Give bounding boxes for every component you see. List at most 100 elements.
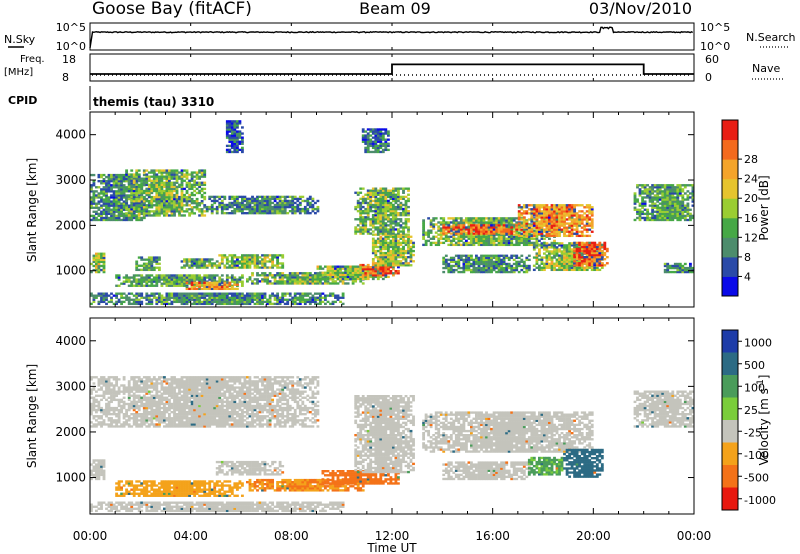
power-cell: [178, 274, 181, 277]
power-cell: [178, 212, 181, 215]
power-cell: [356, 224, 360, 227]
power-cell: [195, 191, 199, 195]
power-cell: [381, 195, 385, 199]
power-cell: [379, 237, 383, 240]
power-cell: [341, 296, 345, 299]
power-cell: [180, 292, 184, 295]
power-cell: [530, 237, 534, 240]
power-cell: [117, 276, 121, 279]
power-cell: [152, 195, 156, 199]
power-cell: [495, 225, 499, 228]
power-cell: [107, 200, 111, 203]
power-cell: [271, 302, 275, 306]
power-cell: [543, 206, 546, 209]
power-cell: [389, 224, 393, 227]
power-cell: [462, 264, 466, 268]
power-cell: [145, 302, 149, 306]
power-cell: [125, 202, 129, 205]
power-cell: [238, 278, 242, 281]
power-cell: [147, 260, 151, 263]
power-cell: [195, 177, 199, 180]
power-cell: [454, 219, 458, 222]
power-cell: [283, 294, 287, 297]
power-cell: [120, 300, 124, 304]
power-cell: [359, 218, 363, 221]
power-cell: [359, 197, 363, 201]
power-cell: [142, 202, 146, 205]
power-cell: [178, 200, 181, 203]
power-cell: [482, 235, 486, 238]
power-cell: [573, 206, 577, 209]
power-cell: [540, 258, 544, 261]
power-cell: [90, 196, 93, 199]
power-cell: [183, 260, 186, 263]
power-cell: [459, 217, 463, 220]
power-cell: [150, 294, 154, 297]
power-cell: [276, 294, 280, 297]
power-cell: [117, 214, 121, 218]
power-cell: [198, 266, 202, 269]
power-cell: [553, 244, 556, 247]
power-cell: [354, 277, 358, 281]
power-cell: [480, 262, 483, 266]
power-cell: [540, 266, 544, 269]
power-cell: [218, 254, 222, 257]
power-cell: [208, 294, 212, 297]
power-cell: [263, 254, 267, 257]
power-cell: [165, 282, 169, 285]
power-cell: [376, 140, 380, 143]
power-cell: [502, 266, 506, 270]
power-cell: [545, 218, 549, 221]
power-cell: [276, 300, 280, 304]
power-cell: [248, 199, 252, 203]
power-cell: [399, 197, 403, 201]
power-cell: [261, 266, 264, 269]
power-cell: [230, 254, 234, 257]
power-cell: [140, 276, 144, 279]
power-cell: [230, 278, 234, 281]
power-cell: [95, 206, 98, 209]
power-cell: [147, 276, 151, 279]
power-cell: [185, 202, 189, 205]
power-cell: [384, 262, 388, 265]
power-cell: [170, 294, 174, 297]
power-cell: [168, 179, 171, 182]
power-cell: [228, 300, 232, 304]
power-cell: [283, 210, 287, 213]
power-cell: [465, 228, 468, 231]
power-cell: [115, 206, 119, 209]
power-cell: [142, 268, 146, 272]
power-cell: [90, 200, 93, 203]
power-cell: [394, 218, 398, 221]
power-cell: [303, 302, 307, 306]
power-cell: [183, 200, 186, 203]
power-cell: [568, 226, 572, 229]
power-cell: [364, 212, 368, 215]
power-cell: [379, 199, 383, 203]
power-cell: [286, 292, 290, 295]
power-cell: [454, 243, 458, 247]
power-cell: [480, 217, 483, 220]
power-cell: [195, 287, 199, 291]
power-cell: [482, 258, 486, 262]
power-cell: [175, 197, 179, 201]
power-cell: [563, 226, 566, 229]
power-cell: [457, 262, 461, 266]
power-cell: [218, 197, 222, 201]
power-cell: [379, 241, 383, 245]
power-cell: [258, 203, 262, 207]
power-cell: [565, 208, 569, 211]
power-cell: [140, 210, 144, 213]
power-cell: [142, 189, 146, 193]
power-cell: [236, 300, 239, 304]
power-cell: [213, 298, 217, 301]
power-cell: [200, 175, 204, 178]
power-cell: [407, 214, 410, 217]
power-cell: [140, 206, 144, 209]
power-cell: [439, 227, 443, 230]
power-cell: [437, 239, 441, 243]
power-cell: [203, 187, 207, 191]
power-cell: [135, 187, 139, 191]
power-cell: [376, 210, 380, 213]
power-cell: [392, 216, 395, 219]
